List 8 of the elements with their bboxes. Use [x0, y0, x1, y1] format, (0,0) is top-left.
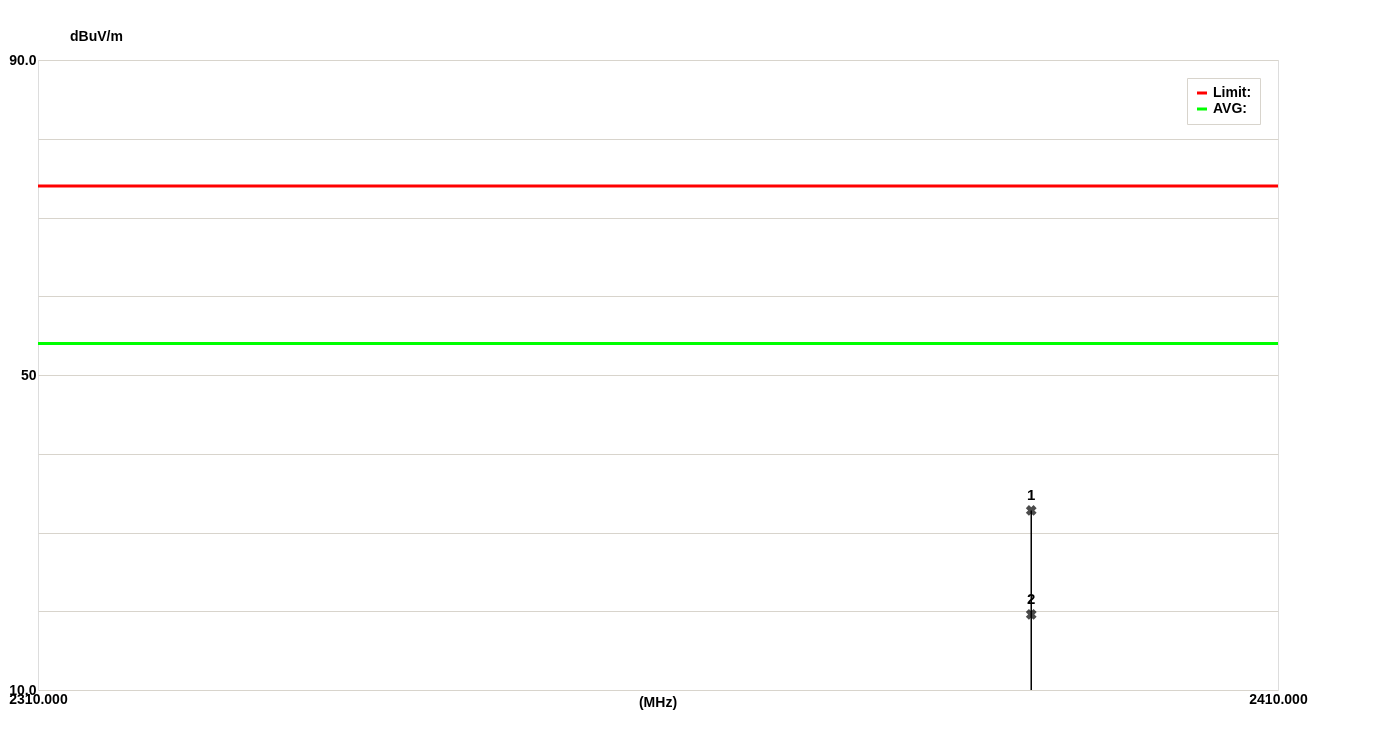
y-tick-label: 90.0: [9, 51, 37, 68]
x-axis-title: (MHz): [638, 694, 678, 710]
y-axis-title: dBuV/m: [70, 28, 123, 44]
y-tick-label: 50: [20, 366, 37, 383]
annotation: 1: [1027, 486, 1036, 504]
legend-label: Limit:: [1213, 84, 1252, 100]
x-tick-label: 2410.000: [1249, 690, 1308, 707]
legend-label: AVG:: [1213, 100, 1247, 116]
